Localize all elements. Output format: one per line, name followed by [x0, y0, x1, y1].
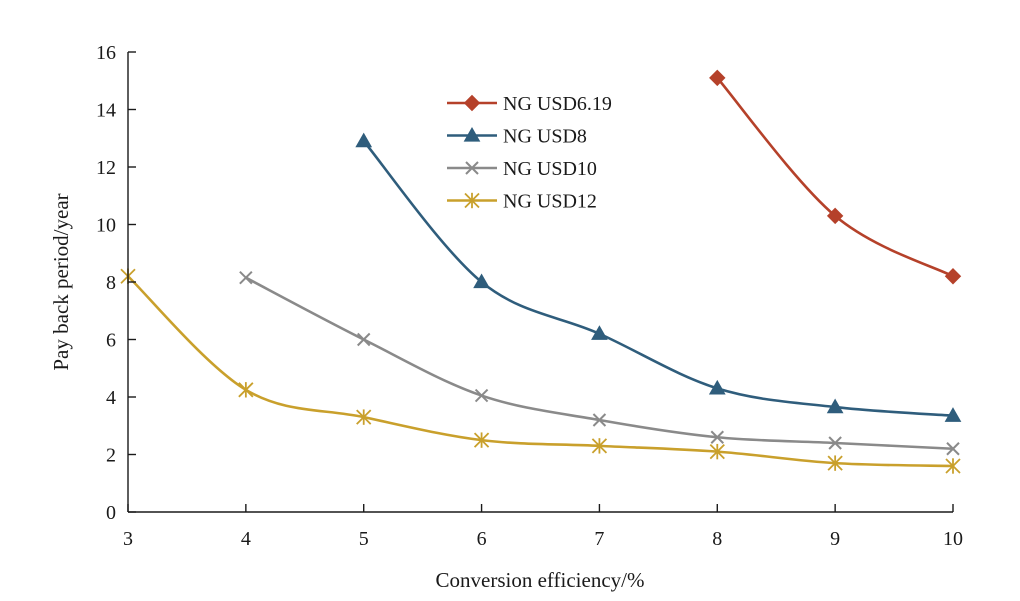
y-tick-label: 0	[106, 502, 116, 524]
y-tick-label: 14	[96, 100, 116, 122]
legend-swatch-marker	[463, 126, 481, 142]
legend: NG USD6.19 NG USD8 NG USD10 NG USD12	[447, 93, 612, 213]
data-point	[591, 325, 608, 340]
x-tick-label: 8	[712, 528, 722, 550]
data-point	[709, 443, 725, 460]
data-point	[827, 455, 843, 471]
x-tick-label: 7	[594, 528, 604, 550]
data-point	[828, 436, 842, 450]
data-point	[592, 413, 607, 427]
legend-entry: NG USD12	[447, 191, 597, 213]
data-point-stroke	[710, 430, 724, 444]
data-point-stroke	[357, 332, 371, 347]
x-tick-label: 9	[830, 528, 840, 550]
data-point	[356, 409, 372, 425]
y-tick-label: 6	[106, 330, 116, 352]
data-point-stroke	[946, 442, 960, 456]
y-tick-label: 16	[96, 42, 116, 64]
y-axis-title: Pay back period/year	[49, 193, 73, 370]
data-point	[709, 69, 726, 87]
y-tick-label: 4	[106, 387, 116, 409]
series-line	[362, 139, 955, 417]
legend-label: NG USD8	[503, 126, 587, 148]
data-point-stroke	[239, 270, 253, 285]
data-point	[946, 442, 960, 456]
x-ticks: 3 4 5 6 7 8 9 10	[123, 504, 963, 550]
y-tick-label: 8	[106, 272, 116, 294]
data-point	[591, 438, 608, 454]
legend-entry: NG USD10	[447, 158, 597, 180]
data-point-stroke	[474, 388, 489, 403]
x-tick-label: 5	[359, 528, 369, 550]
legend-label: NG USD12	[503, 191, 597, 213]
x-tick-label: 10	[943, 528, 963, 550]
x-tick-label: 3	[123, 528, 133, 550]
x-tick-label: 6	[477, 528, 487, 550]
data-point	[945, 458, 961, 474]
data-point	[355, 132, 373, 148]
data-point	[239, 270, 253, 285]
data-point	[710, 430, 724, 444]
data-point	[473, 432, 490, 448]
legend-entry: NG USD6.19	[447, 93, 612, 115]
data-point	[474, 388, 489, 403]
legend-entry: NG USD8	[447, 126, 587, 148]
data-point	[357, 332, 371, 347]
y-tick-label: 12	[96, 157, 116, 179]
legend-swatch-marker	[465, 161, 479, 175]
data-point	[944, 268, 962, 285]
data-point	[826, 398, 844, 414]
data-point-stroke	[828, 436, 842, 450]
data-point	[708, 379, 726, 395]
y-tick-label: 2	[106, 445, 116, 467]
plot-markers	[120, 69, 962, 474]
legend-swatch-marker	[464, 192, 480, 209]
y-tick-label: 10	[96, 215, 116, 237]
data-point	[826, 207, 844, 225]
data-point-stroke	[592, 413, 607, 427]
data-point	[944, 407, 962, 422]
legend-label: NG USD10	[503, 158, 597, 180]
series-line	[715, 76, 955, 278]
x-tick-label: 4	[241, 528, 251, 550]
x-axis-title: Conversion efficiency/%	[436, 568, 645, 592]
series-line	[244, 276, 955, 451]
legend-swatch-marker	[463, 94, 481, 112]
data-point	[238, 382, 254, 398]
y-ticks: 0 2 4 6 8 10 12 14 16	[96, 42, 136, 524]
legend-swatch-marker-stroke	[465, 161, 479, 175]
data-point	[473, 273, 490, 289]
legend-label: NG USD6.19	[503, 93, 612, 115]
